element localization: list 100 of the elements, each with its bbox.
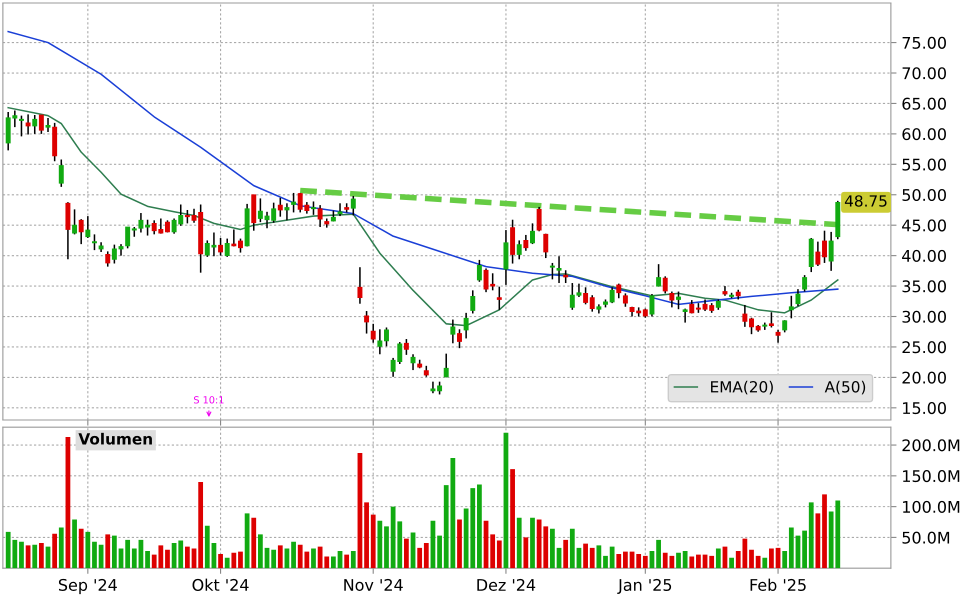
bar [470, 488, 476, 568]
y-tick-label: 45.00 [902, 219, 946, 232]
bar [26, 545, 30, 568]
y-tick-label: 30.00 [902, 310, 946, 323]
bar [85, 532, 90, 568]
bar [6, 532, 11, 568]
bar [444, 485, 449, 568]
candlestick [370, 323, 376, 344]
candlestick [583, 286, 588, 306]
bar [484, 520, 488, 568]
candlestick [802, 274, 808, 292]
candlestick [795, 288, 800, 307]
y-tick-label: 65.00 [902, 98, 946, 110]
x-tick-label: Jan '25 [617, 578, 672, 594]
bar [576, 548, 582, 568]
candlestick [178, 204, 184, 227]
candlestick [470, 290, 476, 314]
bar [788, 528, 794, 568]
y-tick-label: 60.00 [902, 128, 946, 140]
bar [662, 552, 668, 568]
bar [370, 514, 376, 568]
candlestick [298, 192, 303, 214]
candlestick [58, 158, 64, 188]
candlestick [390, 357, 396, 378]
candlestick [72, 208, 78, 236]
candlestick [476, 259, 482, 283]
bar [563, 540, 568, 568]
bar [583, 544, 588, 568]
bar [125, 540, 130, 568]
bar [218, 554, 223, 568]
bar [636, 554, 642, 568]
bar [523, 537, 528, 568]
bar [224, 558, 230, 568]
bar [238, 552, 243, 568]
bar [410, 532, 416, 568]
bar [304, 552, 310, 568]
candlestick [536, 206, 542, 232]
candlestick [596, 304, 602, 314]
candlestick [152, 220, 157, 236]
bar [377, 520, 382, 568]
candlestick [304, 201, 310, 214]
bar [132, 548, 137, 568]
line-series [7, 30, 839, 306]
bar [516, 518, 522, 568]
candlestick [291, 192, 296, 214]
bar [66, 437, 70, 568]
bar [642, 556, 648, 568]
bar [689, 556, 694, 568]
bar [736, 550, 741, 568]
bar [536, 520, 542, 568]
chart-title: Volumen [78, 432, 152, 445]
candlestick [736, 288, 741, 300]
candlestick [32, 114, 38, 135]
candlestick [676, 290, 681, 310]
bar [477, 484, 482, 568]
bar [530, 518, 535, 568]
candlestick [218, 237, 224, 256]
bar [709, 556, 714, 568]
candlestick [98, 241, 104, 253]
candlestick [828, 231, 834, 272]
bar [52, 534, 58, 568]
candlestick [350, 195, 356, 216]
candlestick [410, 353, 416, 371]
bar [716, 548, 721, 568]
candlestick [85, 215, 90, 239]
bar [570, 528, 575, 568]
bar [504, 432, 508, 568]
bar [318, 546, 323, 568]
bar [204, 526, 210, 568]
bar [78, 528, 84, 568]
candlestick [782, 319, 788, 334]
candlestick [324, 218, 330, 228]
bar [424, 542, 429, 568]
candlestick [18, 114, 24, 138]
bar [496, 540, 502, 568]
x-tick-label: Dez '24 [477, 578, 536, 591]
bar [835, 500, 840, 568]
candlestick [523, 234, 528, 252]
x-tick-label: Nov '24 [344, 578, 403, 591]
bar [344, 554, 350, 568]
bar [231, 552, 236, 568]
candlestick [278, 197, 283, 218]
bar [756, 556, 761, 568]
candlestick [397, 341, 402, 365]
bar [158, 545, 164, 568]
candlestick [46, 117, 50, 133]
bar [510, 469, 515, 568]
candlestick [768, 311, 774, 328]
candlestick [172, 218, 177, 234]
candlestick [357, 266, 362, 304]
bar [46, 546, 50, 568]
annotation: S 10:1 [194, 396, 224, 404]
candlestick [284, 202, 290, 222]
bar [729, 558, 734, 568]
legend-label: EMA(20) [711, 380, 773, 394]
candlestick [656, 263, 662, 288]
y-tick-label: 35.00 [902, 280, 946, 292]
bar [457, 520, 462, 568]
y-tick-label: 150.0M [903, 470, 960, 482]
candlestick [338, 202, 343, 217]
